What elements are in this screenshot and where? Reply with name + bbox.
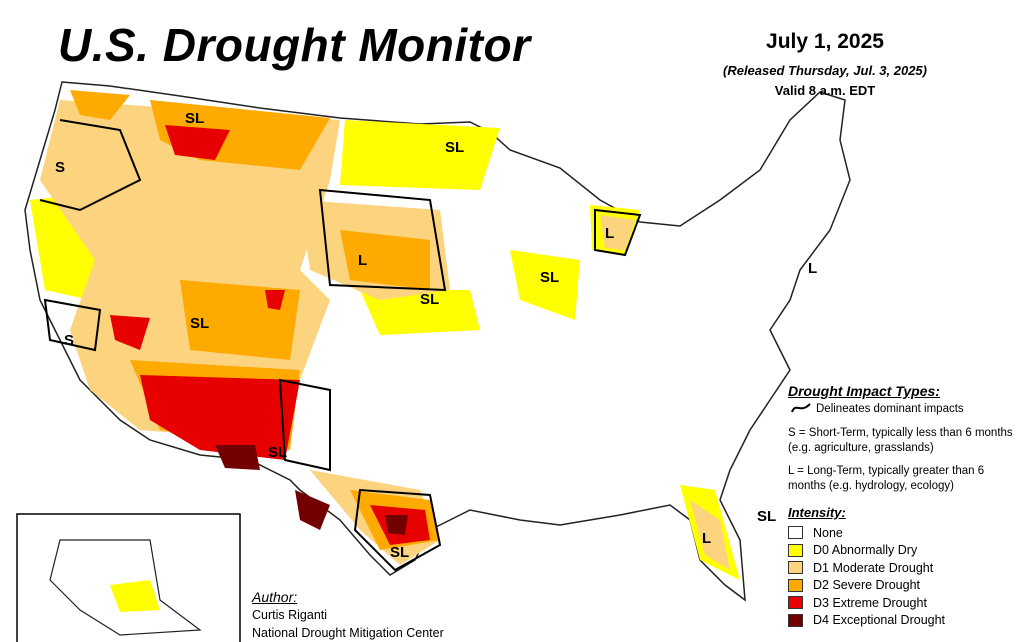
alaska-inset-frame bbox=[16, 513, 241, 642]
impact-delineates-text: Delineates dominant impacts bbox=[816, 403, 964, 415]
author-name: Curtis Riganti bbox=[252, 608, 328, 622]
map-title: U.S. Drought Monitor bbox=[58, 19, 531, 71]
swatch bbox=[788, 526, 803, 540]
swatch bbox=[788, 613, 803, 627]
impact-label: SL bbox=[757, 508, 776, 525]
impact-label: S bbox=[64, 332, 74, 349]
impact-labels: SL S SL SL L SL SL L L S SL SL L SL S bbox=[55, 110, 817, 611]
intensity-legend-title: Intensity: bbox=[788, 505, 846, 520]
impact-label: L bbox=[358, 252, 367, 269]
impact-label: L bbox=[702, 530, 711, 547]
author-title: Author: bbox=[252, 589, 298, 605]
legend-label: D1 Moderate Drought bbox=[813, 560, 934, 575]
legend-item-d1: D1 Moderate Drought bbox=[788, 559, 945, 577]
impact-legend-title: Drought Impact Types: bbox=[788, 383, 940, 399]
impact-short-term-text: S = Short-Term, typically less than 6 mo… bbox=[788, 427, 1013, 454]
impact-label: L bbox=[808, 260, 817, 277]
legend-label: D2 Severe Drought bbox=[813, 578, 921, 593]
impact-label: L bbox=[605, 225, 614, 242]
impact-line-icon bbox=[791, 403, 811, 413]
impact-label: SL bbox=[268, 444, 287, 461]
swatch bbox=[788, 543, 803, 557]
impact-boundaries bbox=[39, 119, 642, 572]
impact-label: SL bbox=[540, 269, 559, 286]
legend-item-none: None bbox=[788, 524, 945, 542]
release-date: (Released Thursday, Jul. 3, 2025) bbox=[723, 63, 927, 78]
legend-label: D4 Exceptional Drought bbox=[813, 613, 946, 628]
legend-label: D3 Extreme Drought bbox=[813, 595, 927, 610]
swatch bbox=[788, 596, 803, 610]
legend-item-d4: D4 Exceptional Drought bbox=[788, 612, 945, 630]
legend-label: None bbox=[813, 525, 843, 540]
impact-label: SL bbox=[185, 110, 204, 127]
valid-time: Valid 8 a.m. EDT bbox=[774, 83, 876, 98]
impact-label: SL bbox=[420, 291, 439, 308]
swatch bbox=[788, 561, 803, 575]
d4-areas bbox=[215, 445, 408, 535]
legend-item-d0: D0 Abnormally Dry bbox=[788, 542, 945, 560]
impact-label: SL bbox=[390, 544, 409, 561]
impact-label: SL bbox=[190, 315, 209, 332]
impact-label: S bbox=[55, 159, 65, 176]
map-date: July 1, 2025 bbox=[766, 30, 884, 53]
author-org: National Drought Mitigation Center bbox=[252, 626, 444, 640]
swatch bbox=[788, 578, 803, 592]
legend-item-d3: D3 Extreme Drought bbox=[788, 594, 945, 612]
legend-item-d2: D2 Severe Drought bbox=[788, 577, 945, 595]
legend-label: D0 Abnormally Dry bbox=[813, 543, 918, 558]
impact-label: SL bbox=[445, 139, 464, 156]
impact-long-term-text: L = Long-Term, typically greater than 6 … bbox=[788, 465, 985, 492]
alaska-d0 bbox=[110, 580, 160, 612]
intensity-legend: None D0 Abnormally Dry D1 Moderate Droug… bbox=[788, 524, 945, 629]
